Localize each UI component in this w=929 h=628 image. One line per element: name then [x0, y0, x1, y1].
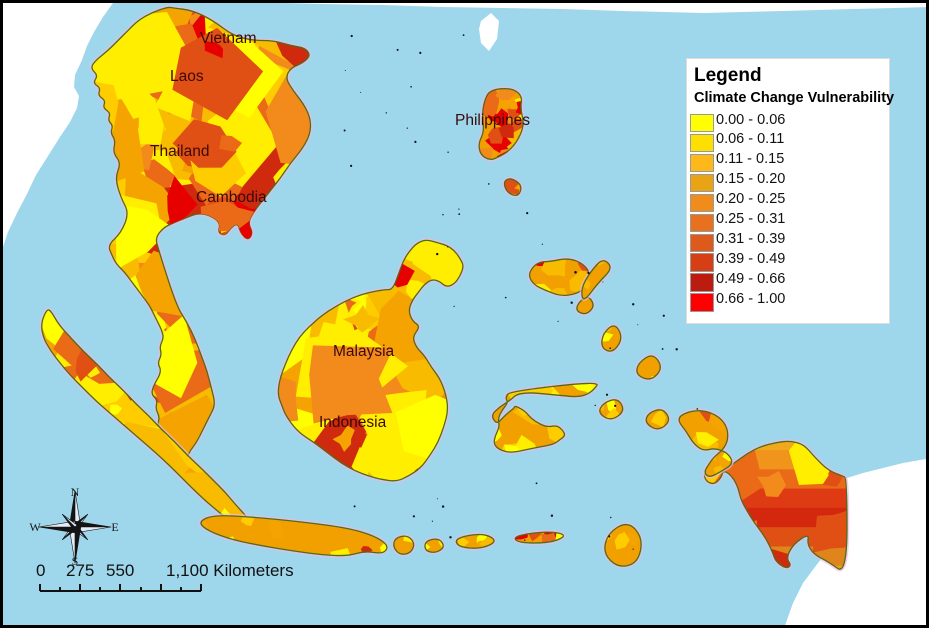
svg-text:1,100 Kilometers: 1,100 Kilometers	[166, 561, 294, 580]
svg-text:Cambodia: Cambodia	[196, 189, 267, 206]
svg-text:0: 0	[36, 561, 45, 580]
svg-text:Philippines: Philippines	[455, 112, 530, 129]
svg-text:Malaysia: Malaysia	[333, 343, 395, 360]
svg-text:N: N	[71, 485, 80, 499]
svg-text:Vietnam: Vietnam	[200, 30, 257, 47]
svg-text:550: 550	[106, 561, 134, 580]
svg-text:275: 275	[66, 561, 94, 580]
svg-text:Thailand: Thailand	[150, 143, 209, 160]
svg-text:W: W	[29, 520, 41, 534]
svg-text:Laos: Laos	[170, 68, 204, 85]
svg-text:E: E	[111, 520, 118, 534]
svg-text:Indonesia: Indonesia	[319, 414, 387, 431]
